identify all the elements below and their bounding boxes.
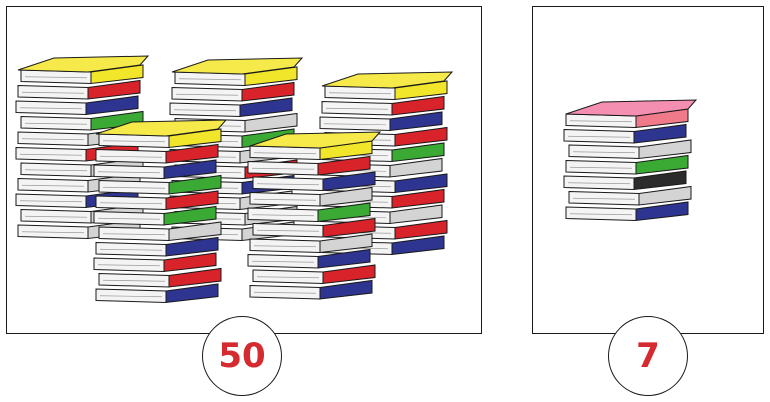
book <box>249 140 373 161</box>
book <box>169 97 293 118</box>
book <box>563 170 687 191</box>
book <box>93 205 217 226</box>
book-top-cover <box>249 131 382 149</box>
book <box>249 279 373 300</box>
book <box>247 202 371 223</box>
book-top-cover <box>321 71 454 89</box>
book <box>174 66 298 87</box>
book <box>324 80 448 101</box>
book-top-cover <box>565 99 698 117</box>
book <box>252 171 376 192</box>
book <box>568 185 692 206</box>
book <box>568 139 692 160</box>
book <box>95 143 219 164</box>
book <box>95 236 219 257</box>
book <box>247 248 371 269</box>
book <box>319 111 443 132</box>
book <box>247 155 371 176</box>
book <box>20 64 144 85</box>
book <box>252 264 376 285</box>
book <box>171 81 295 102</box>
book <box>563 123 687 144</box>
book <box>565 201 689 222</box>
book-stack <box>563 99 698 222</box>
book <box>252 217 376 238</box>
book-top-cover <box>95 119 228 137</box>
count-label: 50 <box>218 336 266 376</box>
book-stack <box>93 119 228 304</box>
book <box>98 128 222 149</box>
book <box>17 79 141 100</box>
book <box>98 174 222 195</box>
book <box>249 233 373 254</box>
count-circle-left: 50 <box>202 316 282 396</box>
book <box>15 95 139 116</box>
book <box>98 221 222 242</box>
book <box>98 267 222 288</box>
book-top-cover <box>171 57 304 75</box>
book <box>321 95 445 116</box>
count-label: 7 <box>636 336 660 376</box>
book <box>93 252 217 273</box>
book <box>95 283 219 304</box>
book-stack <box>247 131 382 300</box>
book <box>95 190 219 211</box>
book <box>93 159 217 180</box>
book <box>565 154 689 175</box>
book-top-cover <box>17 55 150 73</box>
book <box>249 186 373 207</box>
count-circle-right: 7 <box>608 316 688 396</box>
